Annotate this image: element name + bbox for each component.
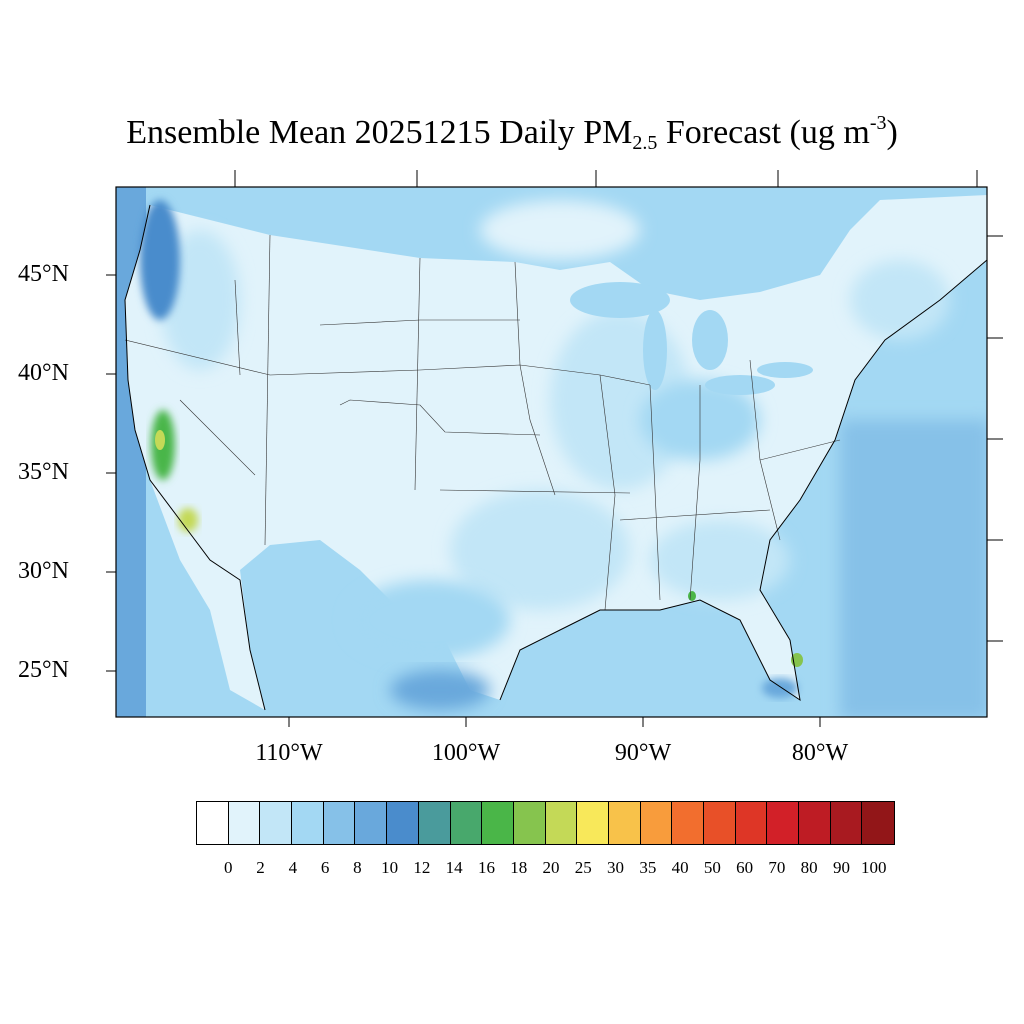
colorbar-label: 35 [639,858,657,877]
colorbar-label: 8 [353,858,362,877]
colorbar-label: 18 [510,858,528,877]
colorbar-label: 16 [477,858,495,877]
lat-label-35: 35°N [18,459,69,485]
colorbar-swatch [323,802,356,844]
colorbar-swatch [260,802,293,844]
colorbar-swatch [197,802,229,844]
colorbar-swatch [387,802,419,844]
colorbar-swatch [577,802,609,844]
hotspot-gulf-coast [688,591,696,601]
colorbar-label: 40 [671,858,689,877]
colorbar-swatch [608,802,641,844]
plot-frame [115,186,988,718]
map-title: Ensemble Mean 20251215 Daily PM2.5 Forec… [126,112,898,154]
colorbar-swatch [672,802,704,844]
colorbar-label: 70 [768,858,786,877]
colorbar-label: 80 [800,858,818,877]
lon-label-90w: 90°W [614,740,672,766]
colorbar-swatch [767,802,800,844]
tick-marks [106,170,1003,727]
lat-label-25: 25°N [18,657,69,683]
lon-label-100w: 100°W [431,740,501,766]
colorbar-label: 25 [574,858,592,877]
colorbar-label: 10 [381,858,399,877]
hotspot-southern-california [178,508,198,532]
colorbar-swatch [228,802,261,844]
colorbar-label: 0 [224,858,233,877]
colorbar-swatch [513,802,546,844]
colorbar-swatch [292,802,324,844]
colorbar-swatch [640,802,673,844]
colorbar-swatch [545,802,578,844]
colorbar-swatch [799,802,831,844]
colorbar-label: 14 [445,858,463,877]
coastline [124,204,987,711]
colorbar-label: 20 [542,858,560,877]
colorbar [196,801,896,845]
colorbar-swatch [355,802,388,844]
lon-label-80w: 80°W [791,740,849,766]
state-boundaries [124,234,841,611]
colorbar-label: 4 [288,858,298,877]
colorbar-label: 30 [607,858,625,877]
colorbar-label: 50 [703,858,721,877]
lat-label-30: 30°N [18,558,69,584]
atlantic-ocean [840,420,987,717]
lat-label-45: 45°N [18,261,69,287]
colorbar-swatch [482,802,514,844]
colorbar-swatch [418,802,451,844]
colorbar-label: 90 [832,858,850,877]
colorbar-label: 2 [256,858,265,877]
colorbar-swatch [450,802,483,844]
lon-label-110w: 110°W [255,740,323,766]
colorbar-swatch [862,802,895,844]
lat-label-40: 40°N [18,360,69,386]
colorbar-label: 12 [413,858,431,877]
colorbar-label: 60 [736,858,754,877]
colorbar-swatch [704,802,736,844]
colorbar-swatch [830,802,863,844]
colorbar-swatch [735,802,768,844]
colorbar-label: 100 [860,858,887,877]
colorbar-label: 6 [320,858,330,877]
